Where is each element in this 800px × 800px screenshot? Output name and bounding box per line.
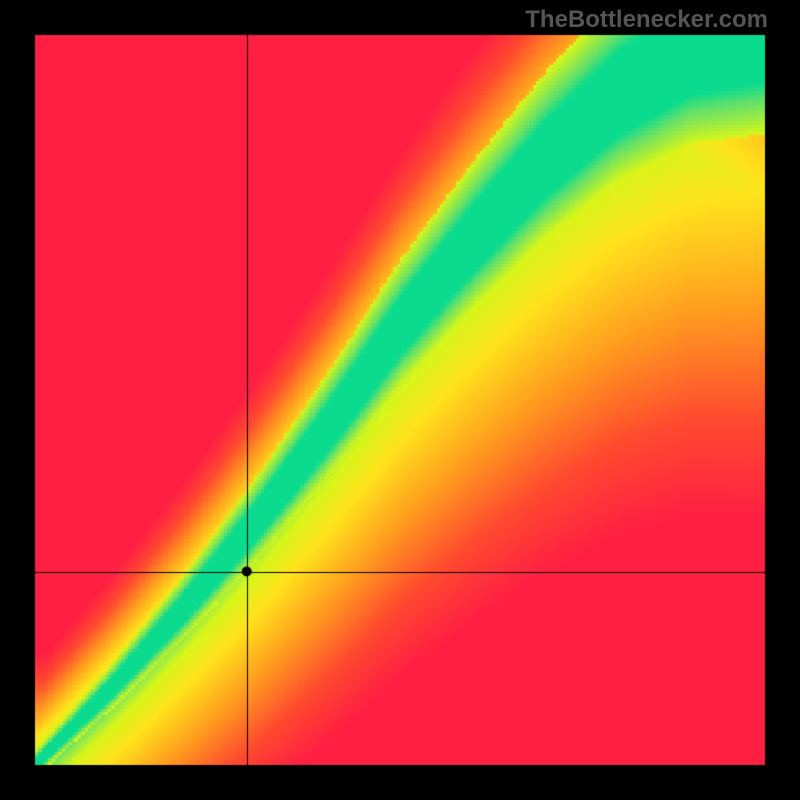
bottleneck-heatmap (0, 0, 800, 800)
watermark-text: TheBottlenecker.com (525, 6, 768, 34)
